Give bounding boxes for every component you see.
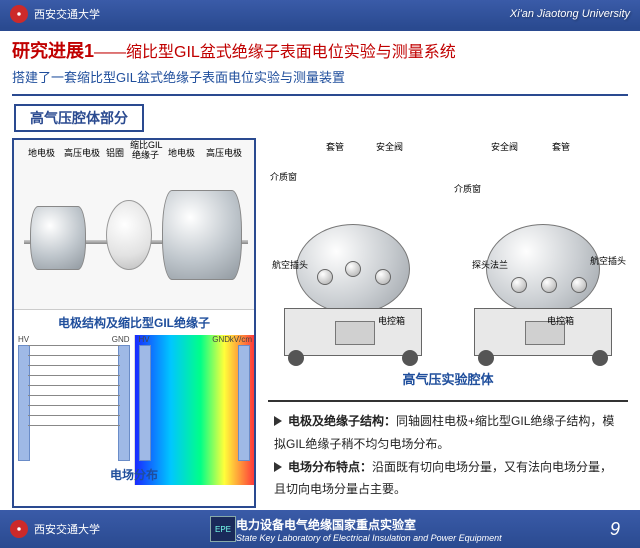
header-uni-cn: 西安交通大学 [34, 6, 100, 22]
title-dash: —— [94, 44, 126, 61]
subtitle: 搭建了一套缩比型GIL盆式绝缘子表面电位实验与测量装置 [12, 67, 628, 86]
lbl-plug-r: 航空插头 [590, 254, 626, 267]
tick-gnd-2: GND [212, 335, 230, 344]
footer-lab-cn: 电力设备电气绝缘国家重点实验室 [236, 518, 416, 532]
tick-hv-2: HV [139, 335, 150, 344]
field-colormap-panel: HV GND kV/cm [135, 335, 255, 485]
lbl-valve-r: 安全阀 [491, 140, 518, 153]
port-icon [511, 277, 527, 293]
chamber-diagram: 套管 安全阀 套管 安全阀 介质窗 介质窗 航空插头 航空插头 探头法兰 电控箱… [268, 138, 628, 390]
cylinder-right-icon [162, 190, 242, 280]
lbl-bushing-r: 套管 [552, 140, 570, 153]
tick-unit: kV/cm [230, 335, 252, 344]
lbl-flange: 探头法兰 [472, 258, 508, 271]
bullet-2-head: 电场分布特点： [288, 460, 372, 474]
lab-logo-icon: EPE [210, 516, 236, 542]
page-number: 9 [590, 519, 640, 540]
caption-electrode: 电极结构及缩比型GIL绝缘子 [14, 310, 254, 335]
footer-left: 西安交通大学 [0, 520, 210, 538]
field-lines-icon [28, 345, 120, 461]
section-label: 高气压腔体部分 [14, 104, 144, 132]
footer-lab-en: State Key Laboratory of Electrical Insul… [236, 533, 590, 543]
title-prefix: 研究进展1 [12, 41, 94, 61]
port-icon [375, 269, 391, 285]
lbl-ground-1: 地电极 [28, 146, 55, 159]
title-rule [12, 94, 628, 96]
port-icon [345, 261, 361, 277]
port-icon [317, 269, 333, 285]
control-box-left-icon [335, 321, 375, 345]
field-lines-panel: HV GND [14, 335, 135, 485]
slide-header: 西安交通大学 Xi'an Jiaotong University [0, 0, 640, 28]
wheel-icon [402, 350, 418, 366]
bullet-1-head: 电极及绝缘子结构： [288, 414, 396, 428]
lbl-ctrl-l: 电控箱 [378, 314, 405, 327]
lbl-window-m: 介质窗 [454, 182, 481, 195]
bullet-icon [274, 416, 282, 426]
bullet-icon [274, 462, 282, 472]
lbl-ctrl-r: 电控箱 [547, 314, 574, 327]
bullet-box: 电极及绝缘子结构：同轴圆柱电极+缩比型GIL绝缘子结构，模拟GIL绝缘子稍不均匀… [268, 400, 628, 510]
lbl-gil-2: 绝缘子 [132, 148, 159, 161]
title-rest: 缩比型GIL盆式绝缘子表面电位实验与测量系统 [126, 44, 456, 61]
lbl-ring: 铝圈 [106, 146, 124, 159]
footer-lab: 电力设备电气绝缘国家重点实验室 State Key Laboratory of … [236, 516, 590, 543]
lbl-ground-2: 地电极 [168, 146, 195, 159]
header-left: 西安交通大学 [10, 5, 100, 23]
chamber-cart-left [278, 216, 428, 356]
cylinder-left-icon [30, 206, 86, 270]
bullet-1: 电极及绝缘子结构：同轴圆柱电极+缩比型GIL绝缘子结构，模拟GIL绝缘子稍不均匀… [274, 410, 622, 456]
lbl-window-l: 介质窗 [270, 170, 297, 183]
electrode-diagram: 地电极 高压电极 铝圈 缩比GIL 绝缘子 地电极 高压电极 [14, 140, 254, 310]
right-side: 套管 安全阀 套管 安全阀 介质窗 介质窗 航空插头 航空插头 探头法兰 电控箱… [268, 138, 628, 510]
tick-hv-1: HV [18, 335, 29, 344]
lbl-hv-1: 高压电极 [64, 146, 100, 159]
wheel-icon [288, 350, 304, 366]
stand-right-icon [474, 308, 612, 356]
footer-uni-cn: 西安交通大学 [34, 521, 100, 537]
slab-gnd-2-icon [238, 345, 250, 461]
lbl-valve-l: 安全阀 [376, 140, 403, 153]
caption-chamber: 高气压实验腔体 [268, 369, 628, 388]
bullet-2: 电场分布特点：沿面既有切向电场分量，又有法向电场分量，且切向电场分量占主要。 [274, 456, 622, 502]
main-title: 研究进展1——缩比型GIL盆式绝缘子表面电位实验与测量系统 [12, 37, 628, 63]
port-icon [571, 277, 587, 293]
slide-footer: 西安交通大学 EPE 电力设备电气绝缘国家重点实验室 State Key Lab… [0, 510, 640, 548]
vessel-left-icon [296, 224, 410, 314]
tick-gnd-1: GND [112, 335, 130, 344]
title-area: 研究进展1——缩比型GIL盆式绝缘子表面电位实验与测量系统 搭建了一套缩比型GI… [0, 31, 640, 90]
chamber-cart-right [468, 216, 618, 356]
caption-field: 电场分布 [14, 466, 254, 483]
header-uni-en: Xi'an Jiaotong University [510, 8, 630, 20]
lbl-bushing-l: 套管 [326, 140, 344, 153]
field-diagram: HV GND HV GND kV/cm 电场分布 [14, 335, 254, 485]
university-logo-icon [10, 5, 28, 23]
left-panel: 地电极 高压电极 铝圈 缩比GIL 绝缘子 地电极 高压电极 电极结构及缩比型G… [12, 138, 256, 508]
content-board: 地电极 高压电极 铝圈 缩比GIL 绝缘子 地电极 高压电极 电极结构及缩比型G… [12, 138, 628, 510]
lbl-plug-l: 航空插头 [272, 258, 308, 271]
slab-hv-2-icon [139, 345, 151, 461]
port-icon [541, 277, 557, 293]
wheel-icon [478, 350, 494, 366]
insulator-disc-icon [106, 200, 152, 270]
university-logo-icon [10, 520, 28, 538]
lbl-hv-2: 高压电极 [206, 146, 242, 159]
wheel-icon [592, 350, 608, 366]
